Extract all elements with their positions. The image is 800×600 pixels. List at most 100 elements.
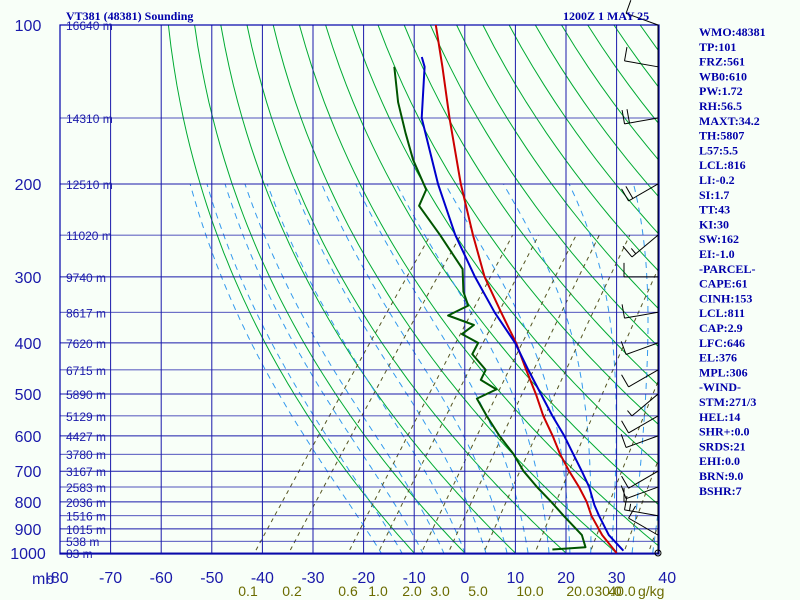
barb-flag (621, 188, 629, 202)
dry-adiabat (482, 25, 659, 273)
barb-staff (624, 311, 659, 319)
wind-barb (621, 369, 659, 388)
barb-flag (621, 110, 626, 124)
wind-barb (621, 304, 659, 319)
mixing-ratio-label: 2.0 (402, 583, 422, 599)
barb-staff (631, 234, 659, 258)
pressure-tick-label: 400 (15, 336, 42, 353)
index-value: SI:1.7 (699, 188, 729, 202)
index-value: CAP:2.9 (699, 321, 743, 335)
moist-adiabat (244, 183, 445, 554)
axis-labels: mb g/kg 0.1 0.2 0.6 1.0 2.0 3.0 5.0 10.0 20.0 30.… (10, 18, 676, 599)
height-label: 5129 m (66, 410, 106, 424)
wind-barb (621, 183, 659, 202)
pressure-tick-label: 500 (15, 387, 42, 404)
mixing-ratio-line (287, 234, 462, 554)
dry-adiabat (272, 25, 619, 554)
moist-adiabat (321, 183, 508, 554)
mixing-ratio-label: 3.0 (430, 583, 450, 599)
index-value: EI:-1.0 (699, 247, 735, 261)
index-value: -PARCEL- (699, 262, 755, 276)
pressure-tick-label: 100 (15, 18, 42, 35)
pressure-tick-label: 700 (15, 464, 42, 481)
index-value: TH:5807 (699, 129, 744, 143)
chart-title: VT381 (48381) Sounding (66, 9, 193, 23)
temperature-tick-label: -60 (150, 570, 173, 587)
wind-barb (620, 341, 659, 355)
height-label: 8617 m (66, 306, 106, 320)
pressure-tick-label: 800 (15, 495, 42, 512)
barb-flag (626, 109, 630, 124)
wind-barb (625, 0, 659, 26)
calm-circle (654, 549, 662, 557)
temperature-line (434, 25, 618, 554)
height-label: 4427 m (66, 430, 106, 444)
barb-staff (628, 517, 659, 536)
temperature-tick-label: -40 (251, 570, 274, 587)
index-value: LI:-0.2 (699, 173, 735, 187)
barb-staff (628, 415, 659, 434)
wind-barb (621, 109, 659, 125)
temperature-tick-label: -10 (403, 570, 426, 587)
index-value: WMO:48381 (699, 25, 766, 39)
pressure-tick-label: 1000 (10, 546, 46, 563)
index-value: SRDS:21 (699, 439, 746, 453)
barb-flag (624, 47, 628, 61)
index-value: KI:30 (699, 217, 729, 231)
wind-barb (627, 393, 659, 417)
index-value: SHR+:0.0 (699, 425, 750, 439)
index-value: SW:162 (699, 232, 739, 246)
pressure-tick-label: 600 (15, 429, 42, 446)
height-label: 14310 m (66, 112, 113, 126)
index-value: MAXT:34.2 (699, 114, 760, 128)
index-value: -WIND- (699, 380, 741, 394)
wind-barb (624, 47, 659, 68)
temperature-tick-label: -30 (301, 570, 324, 587)
height-label: 6715 m (66, 364, 106, 378)
barb-staff (624, 117, 659, 125)
height-label: 1516 m (66, 510, 106, 524)
plot-frame (59, 24, 660, 555)
grid (59, 24, 660, 555)
moist-adiabat (568, 183, 617, 554)
mixing-ratio-line (622, 456, 659, 554)
dry-adiabat (325, 25, 659, 506)
dry-adiabat (220, 25, 518, 554)
mixing-ratio-label: 0.6 (338, 583, 358, 599)
height-label: 1015 m (66, 523, 106, 537)
height-label: 3780 m (66, 448, 106, 462)
barb-staff (628, 183, 659, 202)
wind-barbs (620, 0, 662, 557)
barb-flag (620, 485, 627, 499)
wind-barb (620, 485, 659, 500)
pressure-tick-label: 300 (15, 270, 42, 287)
dry-adiabat (429, 25, 659, 348)
index-value: EHI:0.0 (699, 454, 740, 468)
dry-adiabat (456, 25, 659, 310)
height-label: 538 m (66, 535, 99, 549)
index-value: BSHR:7 (699, 484, 742, 498)
moist-adiabat (189, 183, 383, 554)
dry-adiabat (377, 25, 659, 426)
chart-time: 1200Z 1 MAY 25 (563, 9, 649, 23)
index-value: BRN:9.0 (699, 469, 743, 483)
mixing-ratio-label: 0.2 (282, 583, 302, 599)
temperature-tick-label: -70 (99, 570, 122, 587)
barb-flag (625, 0, 632, 14)
barb-staff (628, 369, 659, 388)
barb-flag (620, 434, 627, 448)
mixing-ratio-line (533, 265, 659, 554)
temperature-tick-label: 10 (507, 570, 525, 587)
wind-barb (654, 549, 662, 557)
mixing-ratio-label: 0.1 (238, 583, 258, 599)
temperature-tick-label: -80 (45, 570, 68, 587)
wind-barb (623, 262, 658, 278)
index-value: FRZ:561 (699, 55, 745, 69)
temperature-tick-label: -50 (200, 570, 223, 587)
barb-staff (624, 509, 659, 517)
temperature-tick-label: 0 (460, 570, 469, 587)
height-label: 9740 m (66, 271, 106, 285)
dry-adiabats (167, 25, 659, 554)
